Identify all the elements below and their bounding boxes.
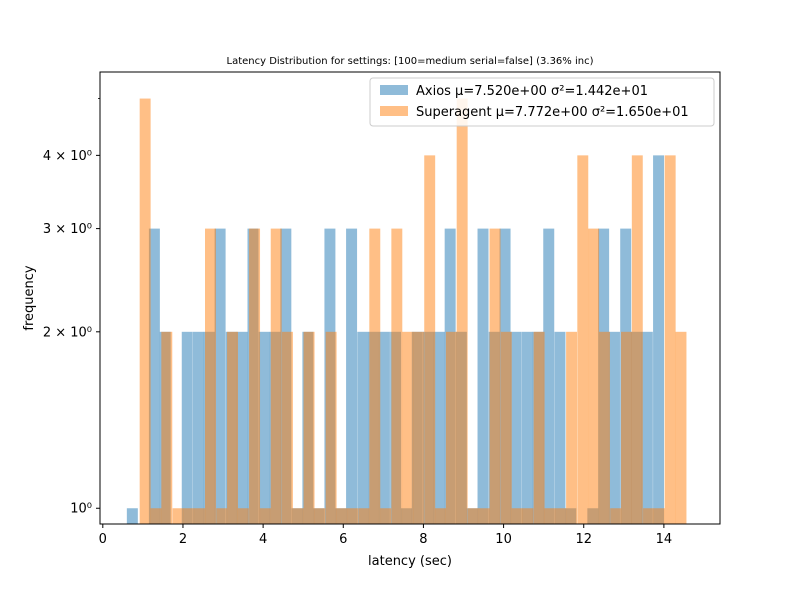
bar-1-26	[424, 155, 436, 524]
bar-0-34	[521, 331, 533, 524]
bar-0-44	[641, 331, 653, 524]
bar-1-6	[205, 228, 216, 524]
bar-1-17	[325, 331, 337, 524]
bar-1-46	[643, 508, 654, 524]
legend-swatch-axios	[380, 85, 408, 95]
bar-1-31	[478, 508, 490, 524]
bar-1-32	[489, 228, 501, 524]
x-tick-label: 12	[575, 532, 592, 547]
bar-1-10	[249, 228, 261, 524]
x-axis: 0 2 4 6 8 10 12 14	[99, 524, 673, 547]
bar-1-40	[577, 155, 589, 524]
bar-1-37	[544, 508, 556, 524]
bar-1-39	[566, 331, 578, 524]
bar-1-7	[216, 508, 228, 524]
legend-label-superagent: Superagent μ=7.772e+00 σ²=1.650e+01	[416, 105, 689, 120]
bar-1-21	[369, 228, 381, 524]
bar-0-36	[543, 228, 555, 524]
bar-1-19	[347, 508, 359, 524]
bar-1-47	[653, 508, 665, 524]
bar-1-35	[522, 508, 534, 524]
chart-title: Latency Distribution for settings: [100=…	[227, 56, 594, 67]
bar-1-0	[139, 98, 151, 524]
bar-0-37	[554, 331, 566, 524]
legend: Axios μ=7.520e+00 σ²=1.442e+01 Superagen…	[369, 77, 715, 127]
bar-0-45	[653, 155, 665, 524]
x-tick-label: 14	[656, 532, 673, 547]
y-tick-label: 2 × 10⁰	[43, 325, 92, 340]
bar-0-19	[357, 331, 369, 524]
bar-0-0	[126, 508, 138, 524]
bar-1-14	[292, 508, 304, 524]
bar-1-23	[391, 228, 403, 524]
legend-swatch-superagent	[380, 106, 408, 116]
bar-1-9	[237, 508, 249, 524]
bar-1-15	[303, 331, 315, 524]
bar-1-33	[500, 331, 512, 524]
bar-0-4	[192, 331, 204, 524]
bar-1-42	[598, 331, 610, 524]
x-tick-label: 8	[419, 532, 427, 547]
bar-1-28	[445, 331, 457, 524]
bar-1-16	[314, 508, 326, 524]
bar-0-10	[258, 331, 270, 524]
bar-1-8	[227, 331, 238, 524]
bars-layer	[126, 98, 687, 524]
bar-1-48	[664, 155, 676, 524]
bar-1-24	[402, 331, 414, 524]
bar-1-3	[172, 508, 184, 524]
bar-0-1	[148, 228, 160, 524]
bar-1-44	[621, 331, 632, 524]
bar-1-13	[281, 331, 293, 524]
bar-1-45	[631, 155, 643, 524]
bar-1-18	[336, 508, 348, 524]
y-tick-label: 3 × 10⁰	[43, 222, 92, 237]
bar-0-30	[477, 228, 489, 524]
legend-label-axios: Axios μ=7.520e+00 σ²=1.442e+01	[416, 84, 648, 99]
bar-1-29	[456, 98, 468, 524]
plot-frame	[99, 71, 721, 525]
bar-1-27	[435, 508, 446, 524]
x-axis-label: latency (sec)	[368, 554, 452, 569]
bar-1-25	[413, 331, 424, 524]
bar-0-21	[378, 331, 390, 524]
legend-box	[369, 77, 715, 127]
bar-1-36	[533, 331, 545, 524]
bar-1-43	[610, 508, 622, 524]
bar-0-8	[236, 331, 248, 524]
x-tick-label: 4	[259, 532, 267, 547]
bar-1-11	[259, 508, 271, 524]
bar-1-12	[270, 228, 282, 524]
bar-1-49	[675, 331, 687, 524]
y-axis: 10⁰ 2 × 10⁰ 3 × 10⁰ 4 × 10⁰	[43, 98, 100, 517]
bar-1-34	[511, 508, 523, 524]
bar-1-38	[555, 508, 567, 524]
x-tick-label: 6	[339, 532, 347, 547]
bar-1-4	[183, 508, 195, 524]
bar-1-20	[358, 508, 370, 524]
y-tick-label: 4 × 10⁰	[43, 149, 92, 164]
bar-1-22	[380, 508, 392, 524]
bar-0-33	[510, 331, 522, 524]
bar-1-41	[588, 228, 600, 524]
x-tick-label: 0	[99, 532, 107, 547]
bar-0-26	[433, 331, 445, 524]
x-tick-label: 10	[495, 532, 512, 547]
bar-1-1	[150, 508, 162, 524]
bar-0-18	[346, 228, 358, 524]
series-1	[139, 98, 687, 524]
bar-0-6	[214, 228, 226, 524]
bar-1-2	[161, 331, 173, 524]
bar-0-3	[181, 331, 193, 524]
y-axis-label: frequency	[22, 265, 37, 331]
y-tick-label: 10⁰	[70, 502, 92, 517]
x-tick-label: 2	[179, 532, 187, 547]
bar-0-41	[608, 331, 620, 524]
bar-1-5	[194, 508, 206, 524]
bar-1-30	[467, 508, 479, 524]
